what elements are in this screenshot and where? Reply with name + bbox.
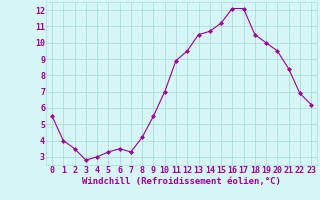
X-axis label: Windchill (Refroidissement éolien,°C): Windchill (Refroidissement éolien,°C) xyxy=(82,177,281,186)
